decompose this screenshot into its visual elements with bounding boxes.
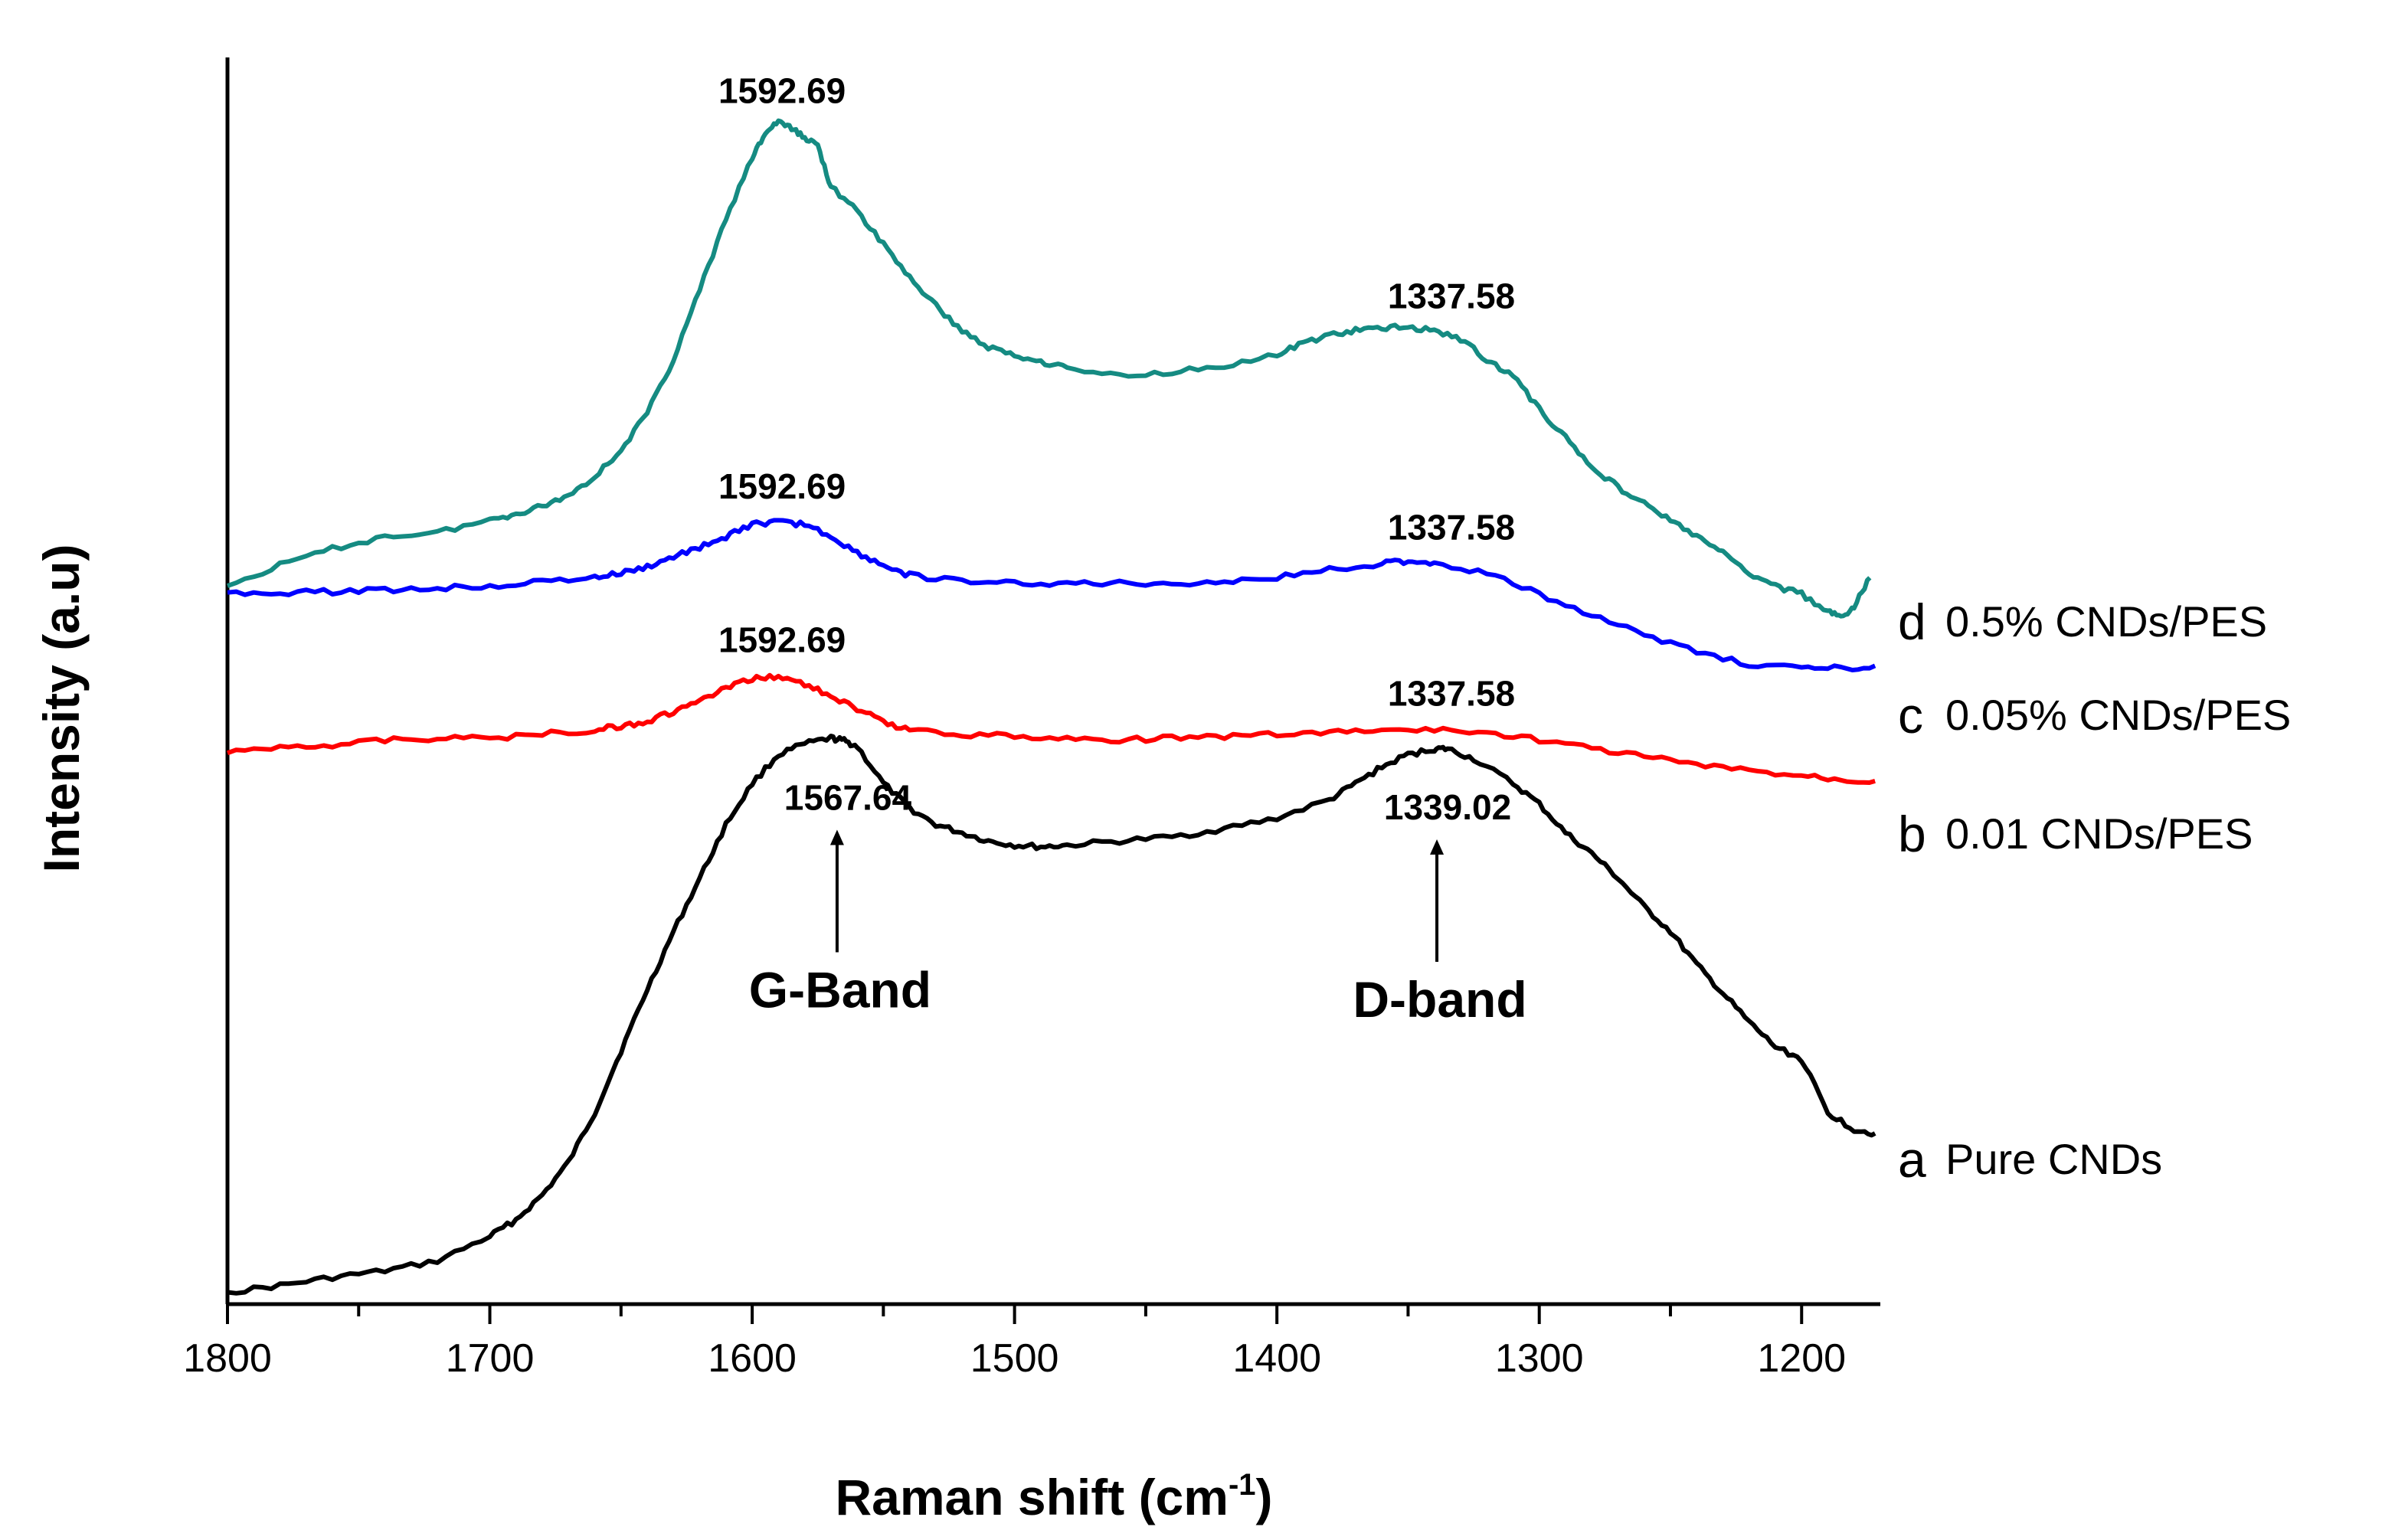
x-axis-tick-labels: 1800 1700 1600 1500 1400 1300 1200	[183, 1336, 1846, 1381]
x-tick-label-1300: 1300	[1495, 1336, 1584, 1381]
legend-letter-b: b	[1898, 806, 1926, 862]
x-tick-label-1200: 1200	[1757, 1336, 1846, 1381]
x-axis-title: Raman shift (cm-1)	[836, 1468, 1273, 1525]
legend-name-c: 0.05% CNDs/PES	[1945, 691, 2291, 739]
series-line-d	[227, 118, 1872, 619]
series-line-c	[227, 518, 1876, 672]
series-legend: a Pure CNDs b 0.01 CNDs/PES c 0.05% CNDs/PES d…	[1898, 593, 2291, 1188]
arrowhead-d-band	[1430, 839, 1445, 855]
series-line-a	[227, 734, 1876, 1296]
peak-label-c-d: 1337.58	[1388, 508, 1515, 548]
x-tick-label-1600: 1600	[708, 1336, 797, 1381]
series-line-b	[226, 672, 1876, 785]
y-axis-title: Intensity (a.u)	[33, 544, 90, 872]
peak-label-a-g: 1567.64	[784, 778, 912, 818]
peak-label-a-d: 1339.02	[1384, 787, 1511, 827]
arrowhead-g-band	[829, 829, 844, 845]
peak-label-d-g: 1592.69	[718, 70, 846, 110]
legend-name-d: 0.5% CNDs/PES	[1945, 597, 2267, 646]
peak-label-b-g: 1592.69	[718, 620, 846, 659]
band-arrows	[829, 829, 1445, 962]
x-tick-label-1500: 1500	[970, 1336, 1059, 1381]
plot-area: 1800 1700 1600 1500 1400 1300 1200 1592.69 1337…	[183, 57, 2291, 1381]
series-layer	[226, 118, 1876, 1296]
peak-label-b-d: 1337.58	[1388, 674, 1515, 714]
peak-annotations: 1592.69 1337.58 1592.69 1337.58 1592.69 1337.…	[718, 70, 1515, 827]
band-label-g-band: G-Band	[749, 962, 931, 1018]
x-tick-label-1700: 1700	[446, 1336, 535, 1381]
x-tick-label-1400: 1400	[1232, 1336, 1321, 1381]
band-labels: G-Band D-band	[749, 962, 1527, 1028]
legend-letter-a: a	[1898, 1131, 1926, 1188]
legend-letter-d: d	[1898, 593, 1926, 650]
x-tick-label-1800: 1800	[183, 1336, 272, 1381]
x-axis-ticks	[226, 1304, 1804, 1324]
peak-label-d-d: 1337.58	[1388, 276, 1515, 316]
band-label-d-band: D-band	[1353, 971, 1526, 1028]
legend-name-a: Pure CNDs	[1945, 1135, 2162, 1183]
peak-label-c-g: 1592.69	[718, 466, 846, 506]
legend-name-b: 0.01 CNDs/PES	[1945, 809, 2253, 858]
legend-letter-c: c	[1898, 687, 1923, 744]
